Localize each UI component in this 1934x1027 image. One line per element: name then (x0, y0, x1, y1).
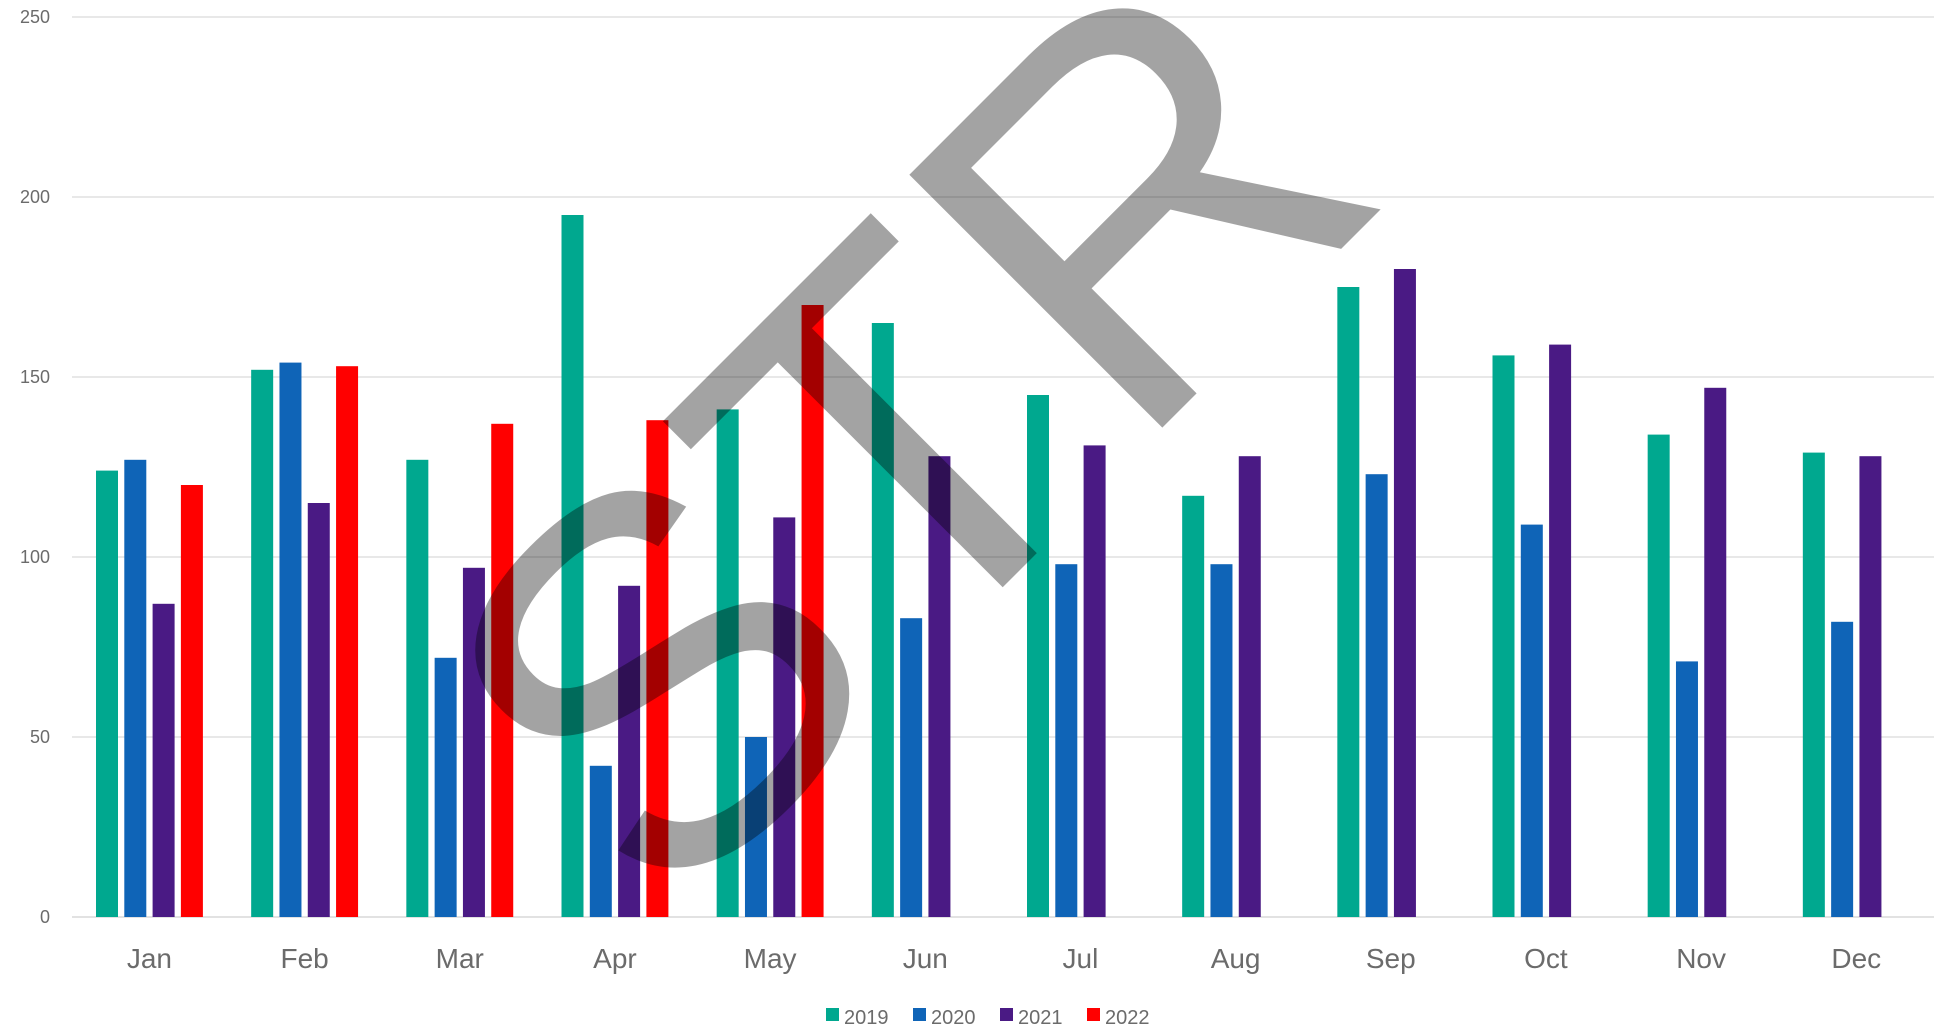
x-tick-label: Jan (127, 943, 172, 974)
y-tick-label: 150 (20, 367, 50, 387)
bar-2021-aug (1239, 456, 1261, 917)
x-tick-label: Nov (1676, 943, 1726, 974)
bar-2020-dec (1831, 622, 1853, 917)
y-tick-label: 100 (20, 547, 50, 567)
bar-2020-sep (1366, 474, 1388, 917)
x-axis-ticks: Jan Feb Mar Apr May Jun Jul Aug Sep Oct Nov Dec (127, 943, 1881, 974)
bar-2020-oct (1521, 525, 1543, 917)
bar-2021-sep (1394, 269, 1416, 917)
legend-label: 2021 (1018, 1007, 1063, 1027)
legend-swatch (1087, 1008, 1100, 1021)
x-tick-label: Jul (1063, 943, 1099, 974)
x-tick-label: Oct (1524, 943, 1568, 974)
legend-label: 2022 (1105, 1007, 1150, 1027)
legend-swatch (826, 1008, 839, 1021)
legend-item-2020: 2020 (913, 1007, 976, 1027)
bar-2019-jan (96, 471, 118, 917)
bar-2020-jan (124, 460, 146, 917)
bar-2020-nov (1676, 661, 1698, 917)
bar-2021-jan (153, 604, 175, 917)
bar-2021-oct (1549, 345, 1571, 917)
x-tick-label: Mar (436, 943, 484, 974)
legend-label: 2019 (844, 1007, 889, 1027)
bar-2019-nov (1648, 435, 1670, 917)
bar-2020-feb (279, 363, 301, 917)
x-tick-label: Apr (593, 943, 637, 974)
bar-2021-nov (1704, 388, 1726, 917)
x-tick-label: Sep (1366, 943, 1416, 974)
bar-2019-feb (251, 370, 273, 917)
bar-2022-feb (336, 366, 358, 917)
legend-item-2021: 2021 (1000, 1007, 1063, 1027)
legend-swatch (1000, 1008, 1013, 1021)
x-tick-label: Feb (280, 943, 328, 974)
bar-2022-jan (181, 485, 203, 917)
bar-2019-oct (1493, 355, 1515, 917)
x-tick-label: Dec (1831, 943, 1881, 974)
legend: 2019 2020 2021 2022 (826, 1007, 1150, 1027)
x-tick-label: Aug (1211, 943, 1261, 974)
y-tick-label: 200 (20, 187, 50, 207)
y-tick-label: 250 (20, 7, 50, 27)
y-tick-label: 0 (40, 907, 50, 927)
x-tick-label: Jun (903, 943, 948, 974)
bar-2020-aug (1210, 564, 1232, 917)
legend-item-2019: 2019 (826, 1007, 889, 1027)
legend-item-2022: 2022 (1087, 1007, 1150, 1027)
bar-2021-feb (308, 503, 330, 917)
y-axis-ticks: 0 50 100 150 200 250 (20, 7, 50, 927)
bar-2019-dec (1803, 453, 1825, 917)
legend-label: 2020 (931, 1007, 976, 1027)
bar-2021-dec (1859, 456, 1881, 917)
y-tick-label: 50 (30, 727, 50, 747)
legend-swatch (913, 1008, 926, 1021)
